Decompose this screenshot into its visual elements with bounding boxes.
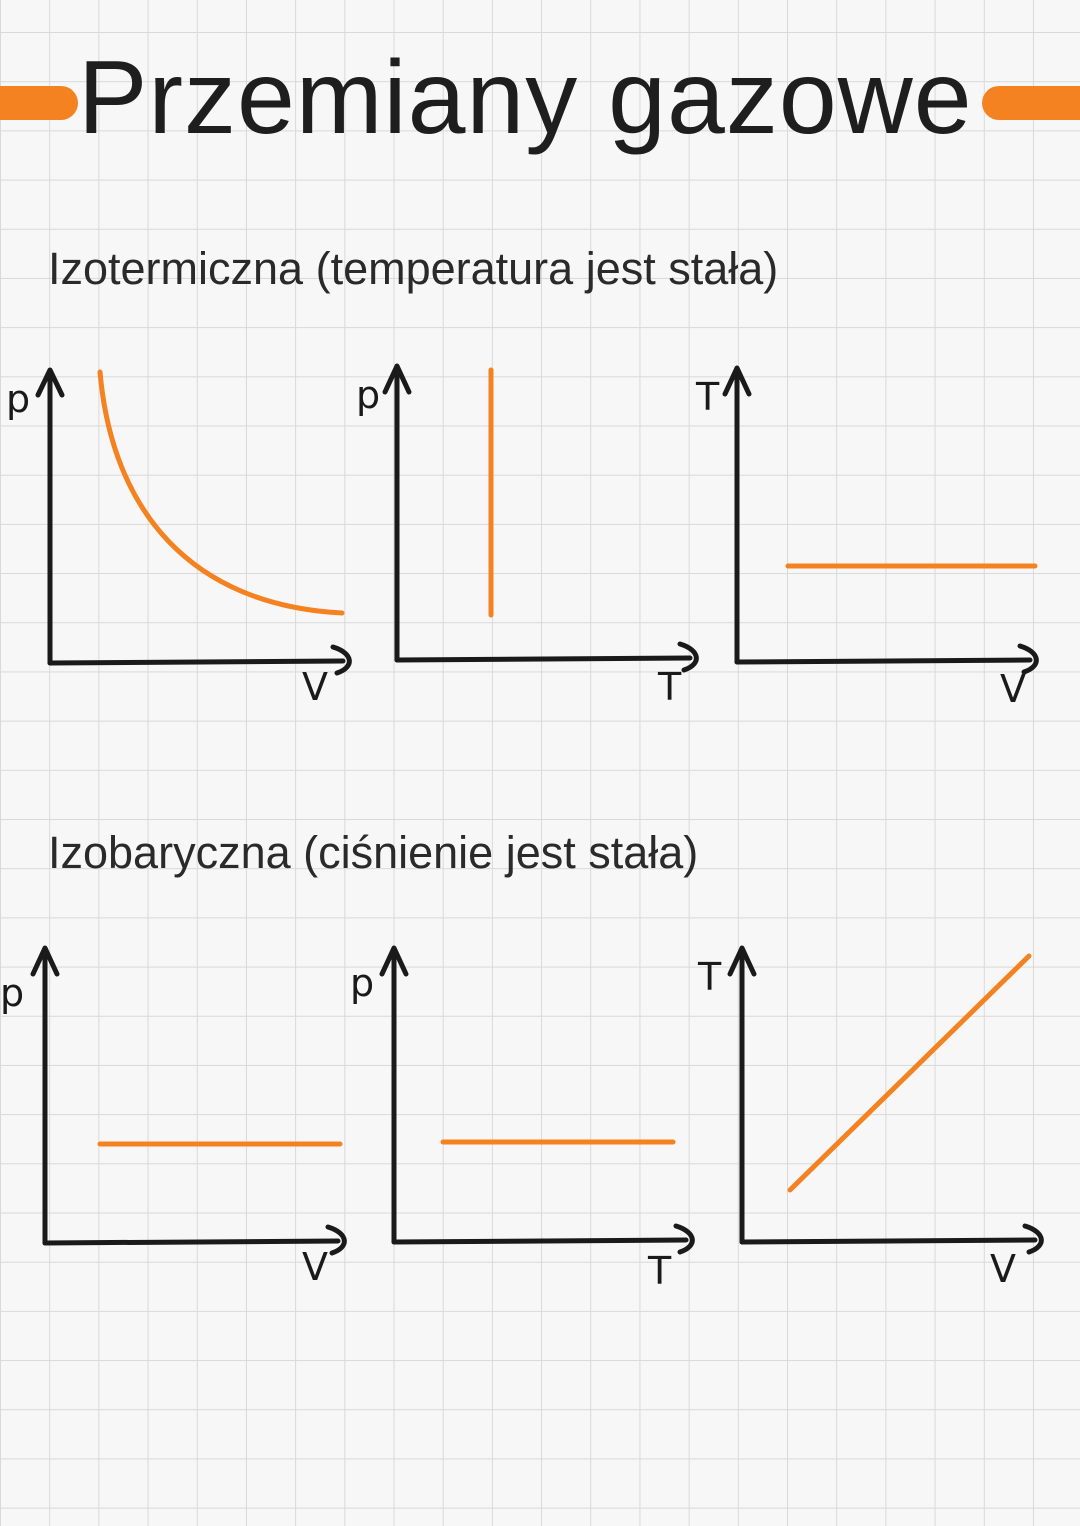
y-axis-label: T xyxy=(695,375,720,419)
axis-y xyxy=(35,367,65,666)
y-axis-label: p xyxy=(6,377,30,421)
graph-isobaric-pt: p T xyxy=(350,945,695,1293)
axis-y xyxy=(379,945,409,1245)
x-axis-label: T xyxy=(657,665,682,709)
section-heading-isobaric: Izobaryczna (ciśnienie jest stała) xyxy=(48,827,699,878)
x-axis-label: V xyxy=(302,1245,328,1289)
isotherm-curve xyxy=(97,369,345,616)
title-accent-bar-right xyxy=(982,86,1080,120)
axis-y xyxy=(727,945,757,1245)
title-accent-bar-left xyxy=(0,86,78,120)
axis-x xyxy=(47,644,352,676)
axis-y xyxy=(722,365,752,665)
axis-x xyxy=(42,1224,347,1256)
axis-x xyxy=(734,643,1039,675)
axis-x xyxy=(739,1223,1044,1255)
axis-y xyxy=(382,363,412,663)
graph-isobaric-pv: p V xyxy=(0,945,347,1289)
page-title: Przemiany gazowe xyxy=(78,40,973,156)
x-axis-label: V xyxy=(302,665,328,709)
y-axis-label: T xyxy=(697,955,722,999)
section-heading-isothermal: Izotermiczna (temperatura jest stała) xyxy=(48,243,779,294)
isobar-line xyxy=(787,953,1032,1193)
axis-x xyxy=(394,641,699,673)
x-axis-label: T xyxy=(647,1249,672,1293)
y-axis-label: p xyxy=(350,961,374,1005)
x-axis-label: V xyxy=(1000,667,1026,711)
axis-y xyxy=(30,945,60,1246)
graph-isothermal-pt: p T xyxy=(356,363,699,709)
graph-isothermal-pv: p V xyxy=(6,367,352,709)
axis-x xyxy=(391,1223,695,1255)
graph-isothermal-tv: T V xyxy=(695,365,1039,711)
y-axis-label: p xyxy=(356,373,380,417)
y-axis-label: p xyxy=(0,971,24,1015)
x-axis-label: V xyxy=(990,1247,1016,1291)
graph-isobaric-tv: T V xyxy=(697,945,1044,1291)
